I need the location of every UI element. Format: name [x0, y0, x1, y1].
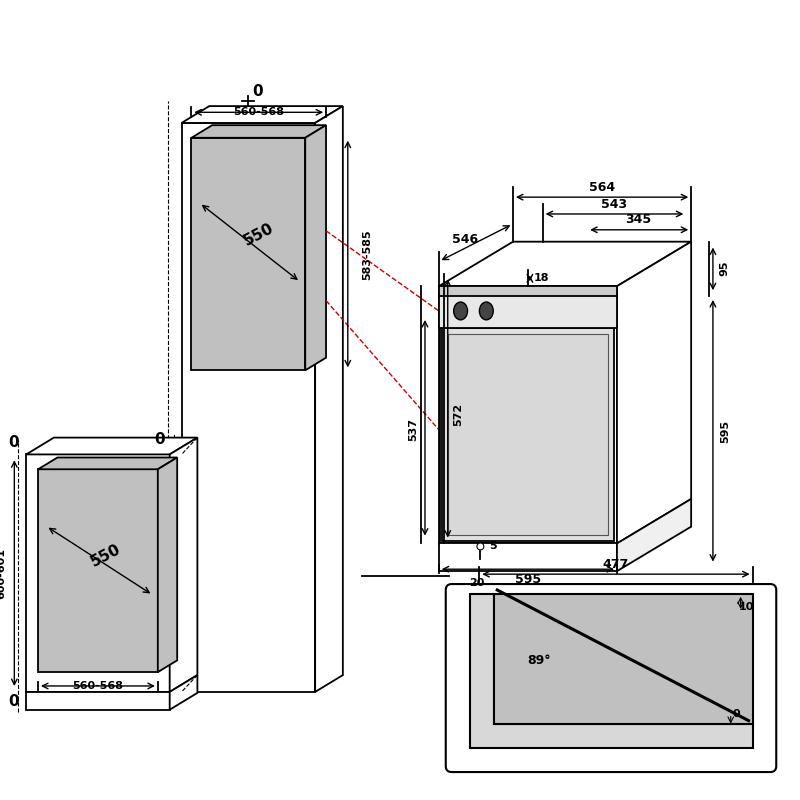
- Polygon shape: [26, 438, 198, 454]
- Polygon shape: [26, 454, 170, 692]
- Polygon shape: [38, 470, 158, 672]
- Polygon shape: [170, 438, 198, 692]
- Text: 595: 595: [515, 573, 541, 586]
- Polygon shape: [182, 106, 343, 123]
- Text: 543: 543: [601, 198, 627, 210]
- Polygon shape: [442, 328, 614, 541]
- Polygon shape: [617, 242, 691, 543]
- Text: 560-568: 560-568: [234, 107, 284, 118]
- Text: 0: 0: [733, 709, 741, 718]
- Text: 0: 0: [8, 694, 18, 710]
- Polygon shape: [315, 106, 343, 692]
- Polygon shape: [306, 125, 326, 370]
- Polygon shape: [38, 458, 178, 470]
- FancyBboxPatch shape: [446, 584, 776, 772]
- Polygon shape: [439, 242, 691, 286]
- Text: 345: 345: [626, 214, 652, 226]
- Text: 564: 564: [589, 181, 615, 194]
- Polygon shape: [617, 499, 691, 571]
- Polygon shape: [439, 286, 617, 296]
- Polygon shape: [191, 125, 326, 138]
- Text: 5: 5: [490, 542, 497, 551]
- Text: 0: 0: [154, 432, 165, 447]
- Polygon shape: [439, 286, 617, 543]
- Text: 560-568: 560-568: [73, 681, 123, 691]
- Text: 546: 546: [453, 233, 478, 246]
- Polygon shape: [158, 458, 178, 672]
- Text: 89°: 89°: [527, 654, 550, 666]
- Text: 477: 477: [603, 558, 629, 570]
- Ellipse shape: [454, 302, 467, 320]
- Text: 600-601: 600-601: [0, 548, 6, 598]
- Ellipse shape: [479, 302, 494, 320]
- Text: 583-585: 583-585: [362, 230, 373, 280]
- Text: 18: 18: [534, 274, 550, 283]
- Text: 20: 20: [469, 578, 484, 588]
- Text: 572: 572: [454, 403, 464, 426]
- Circle shape: [477, 543, 484, 550]
- Polygon shape: [494, 594, 753, 723]
- Polygon shape: [26, 692, 170, 710]
- Polygon shape: [439, 286, 617, 328]
- Text: 550: 550: [242, 220, 277, 249]
- Polygon shape: [191, 138, 306, 370]
- Text: 537: 537: [408, 418, 418, 441]
- Text: 0: 0: [253, 84, 263, 98]
- Text: 550: 550: [88, 542, 123, 570]
- Text: 10: 10: [739, 602, 754, 612]
- Text: 0: 0: [8, 435, 18, 450]
- Polygon shape: [170, 675, 198, 710]
- Text: 95: 95: [720, 261, 730, 276]
- Polygon shape: [182, 123, 315, 692]
- Text: 595: 595: [720, 420, 730, 443]
- Polygon shape: [470, 594, 753, 748]
- Polygon shape: [439, 543, 617, 571]
- Polygon shape: [448, 334, 608, 534]
